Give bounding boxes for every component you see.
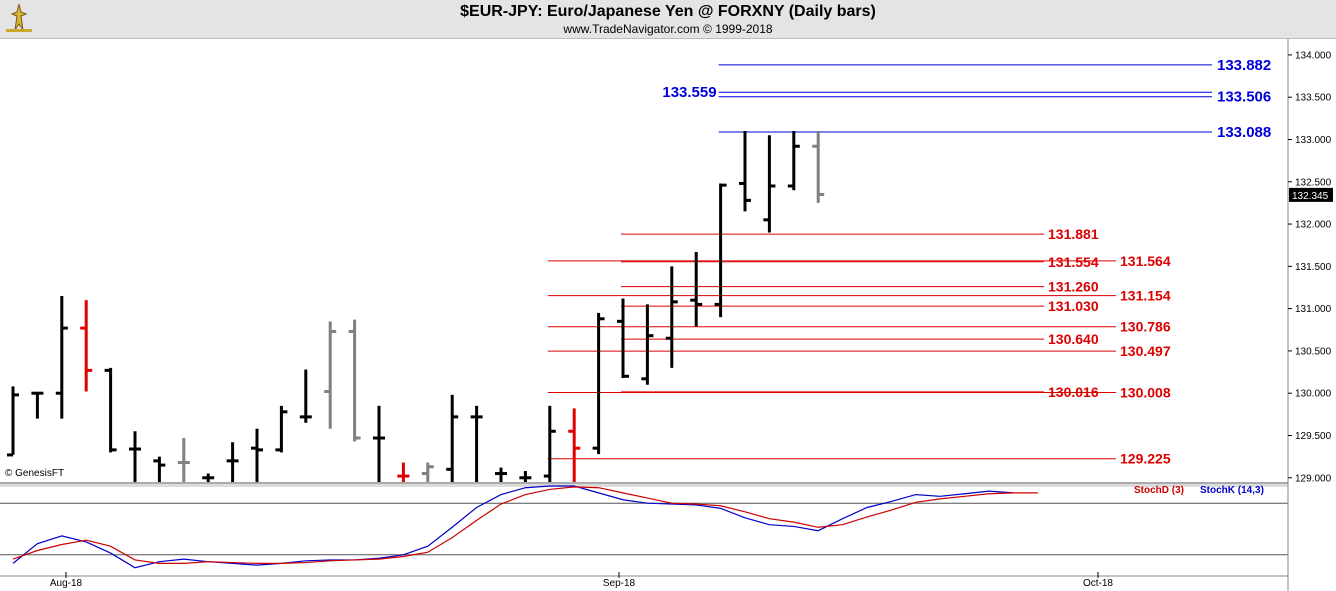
level-label: 129.225: [1120, 451, 1171, 467]
ohlc-bar: [495, 467, 507, 482]
legend-stoch-k: StochK (14,3): [1200, 485, 1264, 496]
ohlc-bar: [55, 295, 68, 419]
ohlc-bar: [421, 462, 434, 482]
ohlc-bar: [7, 386, 19, 457]
ohlc-bar: [470, 405, 483, 482]
ohlc-bar: [177, 438, 190, 482]
chart-header: $EUR-JPY: Euro/Japanese Yen @ FORXNY (Da…: [0, 0, 1336, 39]
ohlc-bar: [226, 442, 239, 482]
x-tick-label: Aug-18: [50, 578, 83, 589]
price-tick-label: 133.500: [1295, 93, 1332, 104]
price-tick-label: 130.500: [1295, 346, 1332, 357]
ohlc-bar: [690, 251, 703, 327]
level-label: 130.640: [1048, 331, 1099, 347]
ohlc-bar: [812, 131, 825, 203]
price-tick-label: 132.500: [1295, 177, 1332, 188]
last-price-badge: [1289, 187, 1333, 202]
ohlc-bar: [31, 391, 44, 419]
level-label: 133.088: [1217, 124, 1271, 141]
watermark: © GenesisFT: [5, 468, 65, 479]
level-label: 131.030: [1048, 298, 1099, 314]
ohlc-bar: [299, 369, 312, 423]
stochastic-panel: 05080StochD (3)StochK (14,3)89.72: [0, 485, 1319, 579]
fib-levels: 133.882 133.559 133.506 133.088 131.881 131.5…: [547, 57, 1271, 467]
level-label: 133.506: [1217, 89, 1271, 106]
chart-subtitle: www.TradeNavigator.com © 1999-2018: [563, 22, 773, 36]
ohlc-bar: [373, 405, 385, 482]
level-label: 133.882: [1217, 57, 1271, 74]
ohlc-bar: [80, 300, 93, 392]
genesis-bull-icon: [6, 3, 32, 32]
price-tick-label: 130.000: [1295, 389, 1332, 400]
ohlc-bar: [153, 456, 166, 482]
level-label: 131.881: [1048, 226, 1099, 242]
price-tick-label: 134.000: [1295, 50, 1332, 61]
stoch-series-line: [12, 486, 1038, 565]
price-tick-label: 129.500: [1295, 431, 1332, 442]
ohlc-bar: [324, 321, 337, 429]
ohlc-bar: [397, 462, 410, 482]
level-label: 131.564: [1120, 253, 1171, 269]
level-label: 130.497: [1120, 343, 1171, 359]
ohlc-bar: [714, 183, 727, 318]
price-axis: 129.000 129.500 130.000 130.500 131.000 131.5…: [50, 38, 1336, 591]
ohlc-bar: [202, 473, 215, 482]
ohlc-bar: [568, 408, 581, 482]
level-label: 131.154: [1120, 288, 1171, 304]
ohlc-bar: [446, 394, 459, 482]
price-tick-label: 132.000: [1295, 220, 1332, 231]
level-label: 130.786: [1120, 319, 1171, 335]
ohlc-bar: [251, 428, 263, 482]
ohlc-bar: [739, 131, 751, 212]
level-label: 130.016: [1048, 384, 1099, 400]
ohlc-bar: [104, 367, 117, 453]
ohlc-bar: [592, 312, 605, 455]
ohlc-bar: [519, 471, 532, 482]
x-tick-label: Oct-18: [1083, 578, 1113, 589]
price-bars: [7, 131, 825, 482]
chart-title: $EUR-JPY: Euro/Japanese Yen @ FORXNY (Da…: [460, 3, 876, 20]
ohlc-bar: [641, 304, 654, 385]
ohlc-bar: [763, 135, 776, 233]
ohlc-bar: [665, 266, 678, 368]
price-tick-label: 131.000: [1295, 304, 1332, 315]
stoch-series-line: [12, 485, 1014, 569]
level-label: 131.260: [1048, 279, 1099, 295]
legend-stoch-d: StochD (3): [1134, 485, 1184, 496]
level-label: 131.554: [1048, 254, 1099, 270]
last-price-label: 132.345: [1292, 191, 1329, 202]
price-tick-label: 129.000: [1295, 473, 1332, 484]
axis-background: [1288, 38, 1336, 591]
ohlc-bar: [617, 298, 629, 378]
ohlc-bar: [129, 431, 141, 482]
ohlc-bar: [348, 319, 361, 442]
x-tick-label: Sep-18: [603, 578, 636, 589]
panel-splitter: [0, 484, 1288, 487]
ohlc-bar: [787, 131, 800, 191]
price-tick-label: 133.000: [1295, 135, 1332, 146]
price-tick-label: 131.500: [1295, 262, 1332, 273]
ohlc-bar: [543, 405, 556, 482]
ohlc-bar: [275, 405, 288, 453]
level-label: 130.008: [1120, 385, 1171, 401]
level-label: 133.559: [662, 84, 716, 101]
